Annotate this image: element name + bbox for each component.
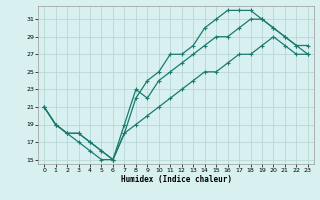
X-axis label: Humidex (Indice chaleur): Humidex (Indice chaleur): [121, 175, 231, 184]
